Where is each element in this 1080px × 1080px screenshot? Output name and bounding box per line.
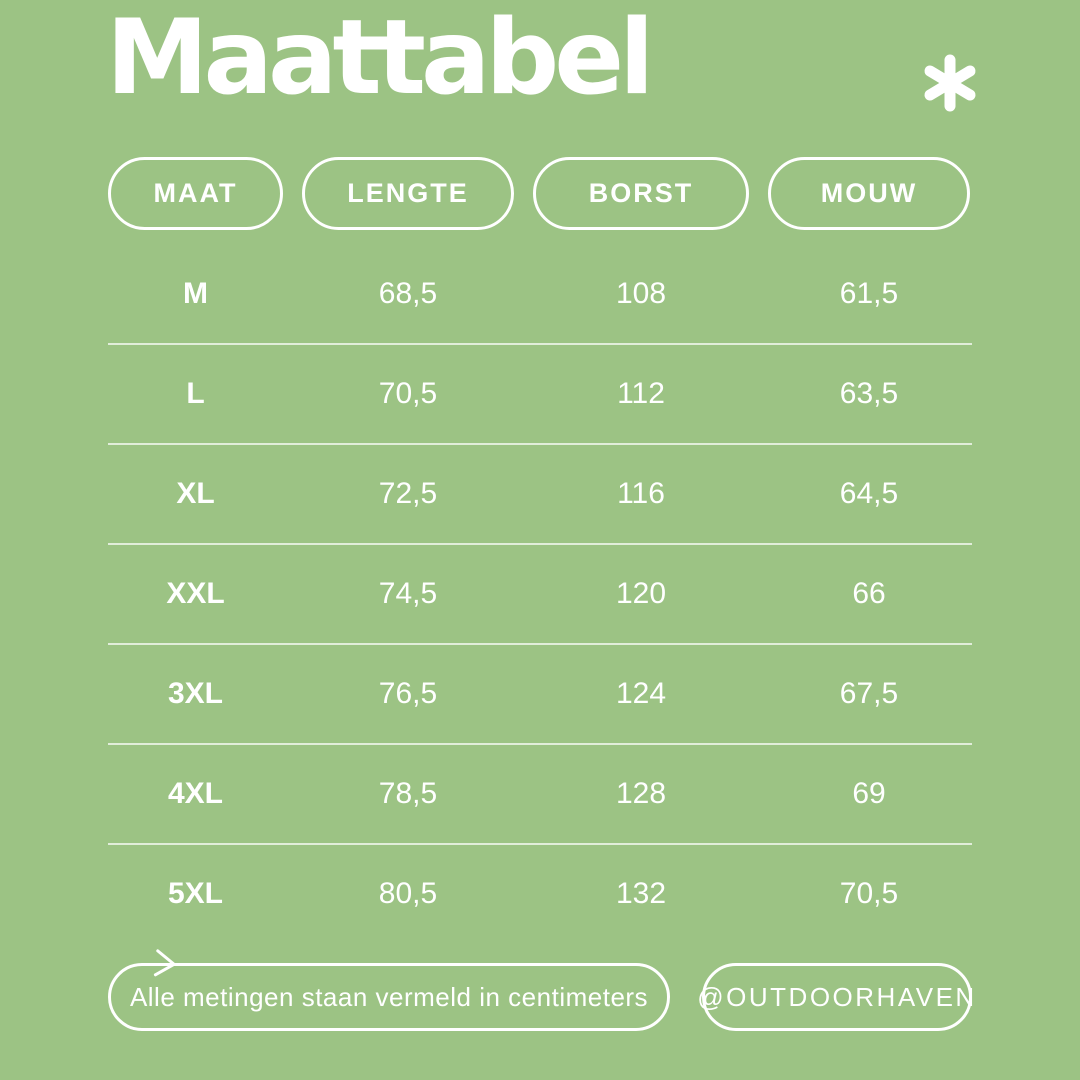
lengte-cell: 78,5 xyxy=(378,777,438,810)
handle-pill: @OUTDOORHAVEN xyxy=(697,963,974,1031)
lengte-cell: 80,5 xyxy=(378,877,438,910)
column-header-label: LENGTE xyxy=(347,178,469,208)
lengte-cell: 68,5 xyxy=(378,277,438,310)
borst-cell: 108 xyxy=(615,277,667,310)
size-cell: M xyxy=(183,277,208,310)
size-cell: 5XL xyxy=(167,877,224,910)
table-row: 4XL 78,5 128 69 xyxy=(108,745,972,845)
table-row: M 68,5 108 61,5 xyxy=(108,245,972,345)
footer-note-text: Alle metingen staan vermeld in centimete… xyxy=(129,981,649,1012)
table-row: XL 72,5 116 64,5 xyxy=(108,445,972,545)
mouw-cell: 64,5 xyxy=(839,477,899,510)
column-header-label: MAAT xyxy=(153,178,238,208)
mouw-cell: 63,5 xyxy=(839,377,899,410)
size-cell: XXL xyxy=(166,577,225,610)
lengte-cell: 74,5 xyxy=(378,577,438,610)
column-header-lengte: LENGTE xyxy=(302,157,514,230)
size-table: MAAT LENGTE BORST MOUW M 68,5 108 61,5 L… xyxy=(108,157,972,943)
table-row: L 70,5 112 63,5 xyxy=(108,345,972,445)
mouw-cell: 69 xyxy=(852,777,886,810)
table-row: 3XL 76,5 124 67,5 xyxy=(108,645,972,745)
handle-text: @OUTDOORHAVEN xyxy=(697,981,977,1012)
mouw-cell: 70,5 xyxy=(839,877,899,910)
size-cell: 3XL xyxy=(167,677,224,710)
column-header-mouw: MOUW xyxy=(768,157,970,230)
borst-cell: 124 xyxy=(615,677,667,710)
lengte-cell: 76,5 xyxy=(378,677,438,710)
asterisk-icon xyxy=(924,54,976,112)
lengte-cell: 72,5 xyxy=(378,477,438,510)
column-header-label: BORST xyxy=(588,178,694,208)
borst-cell: 128 xyxy=(615,777,667,810)
mouw-cell: 67,5 xyxy=(839,677,899,710)
mouw-cell: 61,5 xyxy=(839,277,899,310)
table-body: M 68,5 108 61,5 L 70,5 112 63,5 XL 72,5 … xyxy=(108,245,972,943)
chevron-arrow-icon xyxy=(153,949,176,977)
page-title: Maattabel xyxy=(106,0,654,118)
borst-cell: 120 xyxy=(615,577,667,610)
column-header-borst: BORST xyxy=(533,157,749,230)
mouw-cell: 66 xyxy=(852,577,886,610)
size-cell: L xyxy=(186,377,205,410)
column-header-label: MOUW xyxy=(820,178,918,208)
lengte-cell: 70,5 xyxy=(378,377,438,410)
borst-cell: 112 xyxy=(617,377,665,410)
borst-cell: 116 xyxy=(617,477,665,510)
footer: Alle metingen staan vermeld in centimete… xyxy=(108,949,974,1031)
size-cell: XL xyxy=(176,477,215,510)
table-row: XXL 74,5 120 66 xyxy=(108,545,972,645)
borst-cell: 132 xyxy=(615,877,667,910)
size-cell: 4XL xyxy=(167,777,224,810)
column-header-maat: MAAT xyxy=(108,157,283,230)
table-header-row: MAAT LENGTE BORST MOUW xyxy=(108,157,972,230)
table-row: 5XL 80,5 132 70,5 xyxy=(108,845,972,943)
footer-note-pill: Alle metingen staan vermeld in centimete… xyxy=(108,949,670,1031)
